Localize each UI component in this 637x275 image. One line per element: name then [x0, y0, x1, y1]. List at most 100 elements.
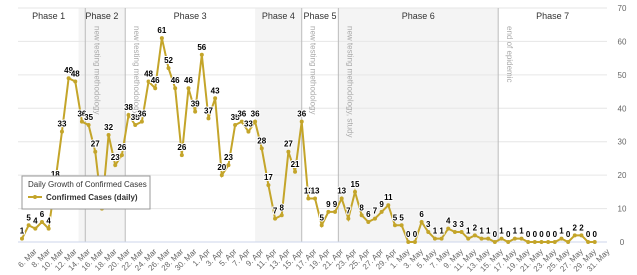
data-label: 2 [573, 223, 578, 232]
data-label: 23 [224, 153, 233, 162]
data-label: 33 [58, 120, 67, 129]
point [233, 123, 238, 127]
y-tick-label: 70 [618, 4, 627, 13]
point [479, 236, 484, 241]
point [126, 112, 131, 117]
point [472, 233, 477, 238]
legend-label: Confirmed Cases (daily) [46, 193, 138, 202]
point [559, 236, 564, 241]
legend-title: Daily Growth of Confirmed Cases [28, 180, 147, 189]
data-label: 46 [171, 76, 180, 85]
data-label: 48 [144, 70, 153, 79]
point [20, 236, 24, 241]
data-label: 0 [586, 230, 591, 239]
phase-label: Phase 2 [85, 11, 118, 21]
point [119, 153, 124, 158]
data-label: 3 [426, 220, 431, 229]
data-label: 4 [46, 217, 51, 226]
data-label: 1 [433, 227, 438, 236]
point [426, 229, 431, 234]
data-label: 3 [453, 220, 458, 229]
point [579, 233, 584, 238]
data-label: 38 [124, 103, 133, 112]
data-label: 37 [204, 106, 213, 115]
point [372, 216, 377, 221]
data-label: 35 [84, 113, 93, 122]
y-tick-label: 50 [618, 71, 627, 80]
data-label: 0 [566, 230, 571, 239]
point [113, 163, 118, 168]
point [166, 66, 171, 71]
data-label: 1 [499, 227, 504, 236]
data-label: 26 [177, 143, 186, 152]
data-label: 61 [157, 26, 166, 35]
point [392, 223, 397, 228]
point [239, 119, 244, 124]
point [139, 119, 144, 124]
point [339, 196, 344, 201]
data-label: 11 [384, 193, 393, 202]
point [159, 36, 164, 41]
data-label: 0 [526, 230, 531, 239]
point [406, 240, 411, 244]
data-label: 26 [117, 143, 126, 152]
data-label: 0 [506, 230, 511, 239]
data-label: 0 [406, 230, 411, 239]
point [353, 189, 357, 194]
point [273, 216, 278, 221]
data-label: 23 [111, 153, 120, 162]
data-label: 1 [20, 227, 25, 236]
data-label: 13 [311, 187, 320, 196]
data-label: 13 [304, 187, 313, 196]
data-label: 2 [579, 223, 584, 232]
point [306, 196, 311, 201]
point [313, 196, 318, 201]
point [153, 86, 158, 91]
plot-line-label: new testing methodology [309, 26, 318, 115]
point [279, 213, 284, 218]
data-label: 15 [351, 180, 360, 189]
point [39, 219, 44, 224]
data-label: 2 [473, 223, 478, 232]
point [299, 119, 304, 124]
data-label: 36 [77, 110, 86, 119]
data-label: 35 [231, 113, 240, 122]
point [519, 236, 524, 241]
data-label: 5 [393, 213, 398, 222]
data-label: 43 [211, 86, 220, 95]
data-label: 0 [533, 230, 538, 239]
point [586, 240, 591, 244]
phase-label: Phase 1 [32, 11, 65, 21]
point [366, 219, 371, 224]
point [333, 209, 338, 214]
data-label: 1 [559, 227, 564, 236]
phase-label: Phase 4 [262, 11, 295, 21]
point [532, 240, 537, 244]
data-label: 9 [379, 200, 384, 209]
phase-label: Phase 6 [402, 11, 435, 21]
data-label: 1 [513, 227, 518, 236]
point [146, 79, 151, 84]
point [506, 240, 511, 244]
data-label: 4 [33, 217, 38, 226]
point [486, 236, 491, 241]
point [319, 223, 324, 228]
point [293, 169, 298, 174]
phase-band [498, 8, 607, 242]
point [46, 226, 51, 231]
y-tick-label: 0 [620, 238, 625, 247]
point [546, 240, 551, 244]
point [526, 240, 531, 244]
data-label: 20 [217, 163, 226, 172]
data-label: 1 [439, 227, 444, 236]
point [499, 236, 504, 241]
point [326, 209, 331, 214]
data-label: 0 [539, 230, 544, 239]
point [173, 86, 178, 91]
point [419, 219, 424, 224]
point [439, 236, 444, 241]
point [79, 119, 84, 124]
phase-label: Phase 3 [174, 11, 207, 21]
data-label: 21 [291, 160, 300, 169]
